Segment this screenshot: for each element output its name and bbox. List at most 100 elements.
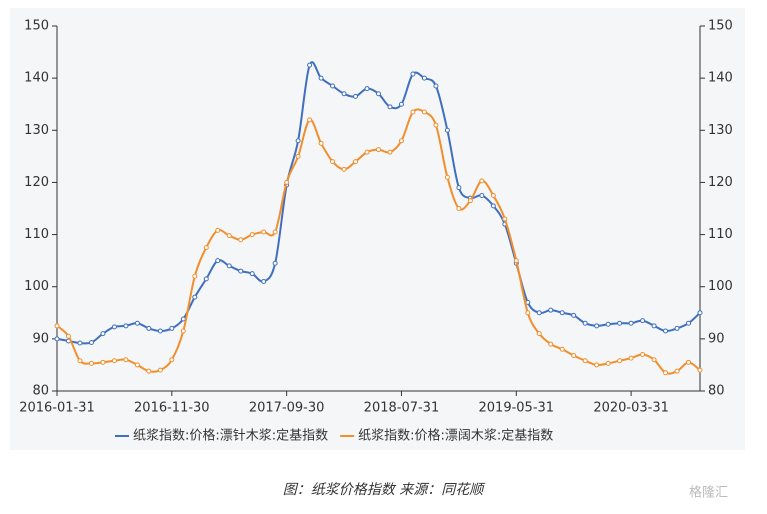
point xyxy=(88,340,94,346)
point xyxy=(674,325,680,331)
caption: 图：纸浆价格指数 来源：同花顺 xyxy=(283,482,486,498)
y-tick-label: 90 xyxy=(32,331,49,346)
point xyxy=(536,331,542,337)
point xyxy=(663,328,669,334)
point xyxy=(582,358,588,364)
point xyxy=(686,320,692,326)
point xyxy=(376,147,381,153)
point xyxy=(410,71,416,77)
point xyxy=(398,101,404,107)
point xyxy=(318,140,324,146)
point xyxy=(169,357,175,363)
point xyxy=(180,316,186,322)
point xyxy=(330,83,336,89)
point xyxy=(261,229,267,235)
y-tick-label: 150 xyxy=(24,19,49,34)
point xyxy=(353,93,359,99)
x-tick-label: 2016-01-31 xyxy=(19,401,95,416)
x-tick-label: 2017-09-30 xyxy=(249,401,325,416)
watermark: 格隆汇 xyxy=(689,485,728,501)
point xyxy=(272,260,278,266)
point xyxy=(479,192,485,198)
y-tick-label: 140 xyxy=(24,71,49,86)
point xyxy=(628,320,634,326)
point xyxy=(146,368,152,374)
point xyxy=(203,245,209,251)
point xyxy=(559,346,565,352)
point xyxy=(215,258,221,264)
point xyxy=(157,367,163,373)
point xyxy=(594,323,600,329)
point xyxy=(433,122,439,128)
point xyxy=(674,368,680,374)
point xyxy=(215,227,221,233)
point xyxy=(100,359,106,365)
y2-tick-label: 80 xyxy=(708,384,725,399)
point xyxy=(192,294,198,300)
point xyxy=(490,192,496,198)
point xyxy=(651,357,657,363)
point xyxy=(559,310,565,316)
point xyxy=(490,203,496,209)
point xyxy=(249,232,255,238)
point xyxy=(77,358,83,364)
y2-tick-label: 100 xyxy=(708,279,733,294)
y2-tick-label: 140 xyxy=(708,71,733,86)
point xyxy=(617,358,623,364)
point xyxy=(272,229,278,235)
point xyxy=(686,359,692,365)
point xyxy=(226,263,232,269)
legend-label: 纸浆指数:价格:漂阔木浆:定基指数 xyxy=(358,428,553,444)
point xyxy=(467,198,473,204)
point xyxy=(640,318,646,324)
y2-tick-label: 150 xyxy=(708,19,733,34)
y-tick-label: 110 xyxy=(24,227,49,242)
point xyxy=(295,138,301,144)
point xyxy=(387,149,393,155)
point xyxy=(697,367,703,373)
point xyxy=(318,75,324,81)
point xyxy=(410,109,416,115)
point xyxy=(203,276,209,282)
point xyxy=(341,91,347,97)
point xyxy=(536,310,542,316)
point xyxy=(77,340,83,346)
point xyxy=(284,179,290,185)
point xyxy=(261,279,267,284)
legend-label: 纸浆指数:价格:漂针木浆:定基指数 xyxy=(133,428,328,444)
point xyxy=(54,336,60,342)
x-tick-label: 2018-07-31 xyxy=(364,401,440,416)
point xyxy=(571,312,577,318)
point xyxy=(249,271,255,277)
point xyxy=(88,360,94,366)
point xyxy=(502,216,508,222)
point xyxy=(364,149,370,155)
point xyxy=(421,109,427,115)
point xyxy=(364,86,370,92)
point xyxy=(421,75,427,81)
point xyxy=(605,321,611,327)
point xyxy=(169,325,175,331)
point xyxy=(444,127,450,133)
point xyxy=(697,310,703,316)
point xyxy=(617,320,623,326)
y-tick-label: 120 xyxy=(24,175,49,190)
point xyxy=(605,360,611,366)
y2-tick-label: 110 xyxy=(708,227,733,242)
y-tick-label: 100 xyxy=(24,279,49,294)
point xyxy=(134,362,140,368)
point xyxy=(295,153,301,159)
point xyxy=(157,328,163,334)
point xyxy=(456,185,462,191)
point xyxy=(226,233,232,239)
point xyxy=(398,138,404,144)
y2-tick-label: 90 xyxy=(708,331,725,346)
y-tick-label: 130 xyxy=(24,123,49,138)
chart-background xyxy=(10,8,745,450)
point xyxy=(376,91,381,97)
point xyxy=(341,166,347,172)
x-tick-label: 2019-05-31 xyxy=(479,401,555,416)
point xyxy=(134,320,140,326)
point xyxy=(582,320,588,326)
